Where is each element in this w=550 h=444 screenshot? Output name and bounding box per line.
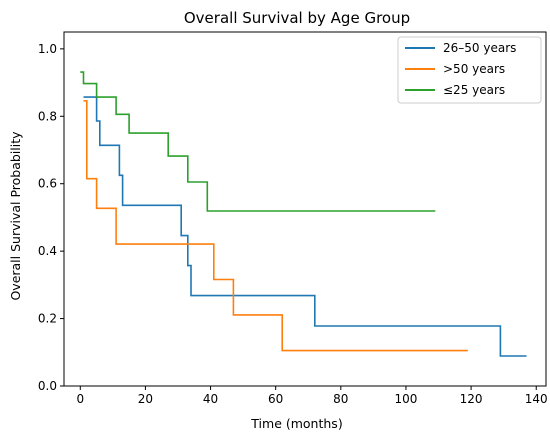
y-tick-label: 0.8 xyxy=(38,109,57,123)
y-tick-label: 0.6 xyxy=(38,177,57,191)
x-tick-label: 0 xyxy=(76,392,84,406)
x-tick-label: 40 xyxy=(203,392,218,406)
legend-box xyxy=(397,36,542,104)
x-tick-label: 140 xyxy=(525,392,548,406)
series-layer xyxy=(80,71,527,357)
x-tick-label: 120 xyxy=(460,392,483,406)
y-axis-ticks: 0.0 0.2 0.4 0.6 0.8 1.0 xyxy=(38,42,64,393)
x-axis-label: Time (months) xyxy=(250,416,342,431)
x-tick-label: 80 xyxy=(333,392,348,406)
x-tick-label: 60 xyxy=(268,392,283,406)
legend: 26–50 years >50 years ≤25 years xyxy=(397,36,542,104)
y-tick-label: 1.0 xyxy=(38,42,57,56)
series-line-50-years xyxy=(83,100,468,352)
legend-label-over-50-years: >50 years xyxy=(443,62,505,76)
chart-title: Overall Survival by Age Group xyxy=(184,9,410,27)
y-tick-label: 0.2 xyxy=(38,312,57,326)
series-line-26-50-years xyxy=(83,96,527,357)
legend-label-under-25-years: ≤25 years xyxy=(443,83,505,97)
plot-frame xyxy=(63,31,547,387)
y-axis-label: Overall Survival Probability xyxy=(8,131,23,301)
y-tick-label: 0.0 xyxy=(38,379,57,393)
series-line-25-years xyxy=(80,71,436,212)
y-tick-label: 0.4 xyxy=(38,244,57,258)
x-tick-label: 100 xyxy=(395,392,418,406)
legend-label-26-50-years: 26–50 years xyxy=(443,41,516,55)
x-tick-label: 20 xyxy=(138,392,153,406)
x-axis-ticks: 0 20 40 60 80 100 120 140 xyxy=(76,386,548,406)
